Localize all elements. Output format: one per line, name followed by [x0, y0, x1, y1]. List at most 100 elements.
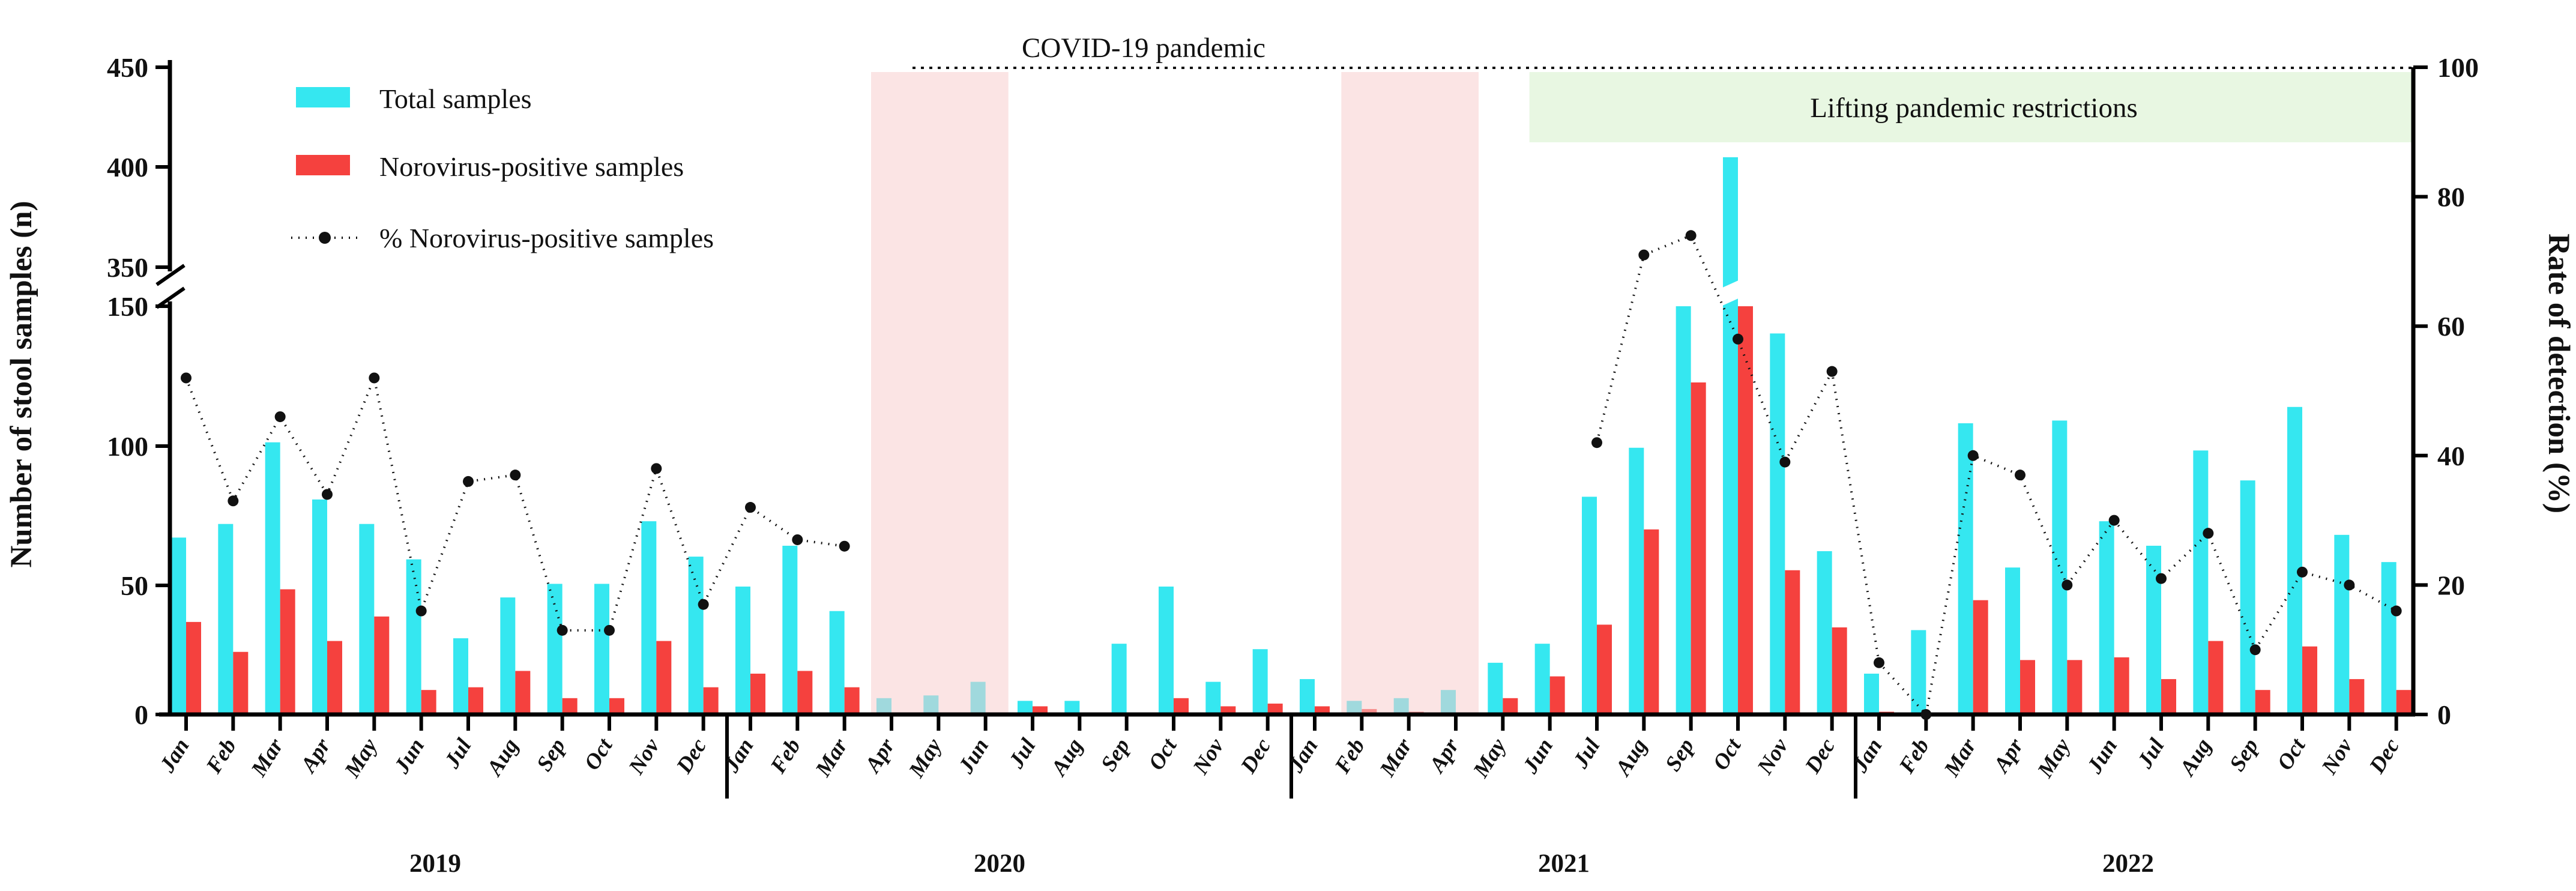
- left-tick-label: 150: [107, 291, 148, 322]
- left-tick-label: 50: [121, 570, 148, 601]
- total-bar: [312, 499, 327, 714]
- total-bar: [1111, 644, 1127, 714]
- legend-total-swatch: [296, 87, 350, 107]
- left-tick-label: 0: [134, 699, 148, 730]
- total-bar: [2099, 521, 2114, 714]
- month-label: Jun: [389, 734, 429, 778]
- month-label: Sep: [2225, 734, 2263, 776]
- percent-dot: [510, 470, 521, 481]
- total-bar: [1958, 423, 1973, 714]
- month-label: Sep: [1096, 734, 1135, 776]
- positive-bar: [750, 674, 765, 714]
- total-bar: [1581, 497, 1597, 714]
- month-label: Jun: [1518, 734, 1558, 778]
- month-label: Dec: [1235, 734, 1276, 778]
- total-bar: [2052, 420, 2068, 714]
- pandemic-pink-band: [1341, 72, 1479, 713]
- year-label: 2021: [1538, 850, 1590, 878]
- month-label: Jun: [2082, 734, 2122, 778]
- month-label: Sep: [1661, 734, 1699, 776]
- month-label: Jul: [2132, 734, 2170, 773]
- percent-dot: [415, 605, 427, 617]
- positive-bar: [233, 651, 249, 714]
- percent-dot: [651, 463, 662, 474]
- month-label: Apr: [1424, 734, 1464, 778]
- month-label: Jul: [1568, 734, 1605, 773]
- positive-bar: [515, 671, 531, 714]
- month-label: Apr: [1988, 734, 2029, 778]
- total-bar: [406, 559, 421, 714]
- month-label: Mar: [1375, 734, 1417, 782]
- month-label: May: [1468, 734, 1512, 783]
- percent-dot: [745, 502, 756, 513]
- percent-dot: [1732, 333, 1743, 345]
- year-label: 2019: [409, 850, 461, 878]
- legend-percent-label: % Norovirus-positive samples: [379, 223, 714, 253]
- lifting-restrictions-annotation: Lifting pandemic restrictions: [1810, 92, 2138, 124]
- percent-dot: [1591, 437, 1602, 449]
- month-label: Jan: [719, 734, 759, 777]
- month-label: Apr: [860, 734, 900, 778]
- total-bar: [2193, 450, 2209, 714]
- total-bar: [500, 597, 516, 714]
- total-bar: [218, 524, 234, 714]
- legend-total-label: Total samples: [379, 83, 532, 114]
- total-bar: [1911, 630, 1926, 714]
- total-bar: [1629, 447, 1644, 714]
- total-bar: [1817, 551, 1832, 714]
- percent-dot: [557, 624, 568, 636]
- right-tick-label: 40: [2437, 441, 2465, 471]
- right-tick-label: 20: [2437, 570, 2465, 600]
- total-bar: [1017, 701, 1033, 714]
- total-bar: [1300, 679, 1315, 714]
- month-label: Nov: [1188, 734, 1229, 779]
- positive-bar: [2396, 690, 2412, 714]
- total-bar: [2004, 567, 2020, 714]
- total-bar: [1064, 701, 1080, 714]
- total-bar: [641, 521, 657, 714]
- total-bar: [829, 611, 845, 714]
- positive-bar: [421, 690, 436, 714]
- positive-bar: [562, 698, 578, 714]
- month-label: Jan: [155, 734, 195, 777]
- positive-bar: [1503, 698, 1518, 714]
- positive-bar: [1832, 627, 1847, 714]
- positive-bar: [2208, 641, 2224, 714]
- bars-layer: [171, 157, 2412, 715]
- total-bar: [1534, 644, 1550, 714]
- positive-bar: [1737, 306, 1753, 714]
- positive-bar: [1973, 600, 1988, 714]
- month-label: Feb: [1894, 734, 1934, 778]
- total-bar: [265, 442, 280, 714]
- percent-dot: [1920, 709, 1932, 720]
- percent-dot: [1685, 230, 1697, 241]
- percent-dot: [1967, 450, 1979, 461]
- total-bar: [359, 524, 375, 714]
- month-label: Feb: [1330, 734, 1370, 778]
- percent-dot: [228, 495, 239, 507]
- total-bar: [453, 638, 468, 714]
- positive-bar: [2067, 660, 2083, 714]
- positive-bar: [280, 589, 295, 714]
- percent-dot: [2014, 470, 2026, 481]
- month-label: Dec: [1800, 734, 1840, 778]
- percent-dot: [2249, 644, 2261, 656]
- left-tick-label: 350: [107, 252, 148, 283]
- percent-dot: [1826, 366, 1838, 377]
- axis-break-slash: [155, 264, 186, 286]
- legend-percent-marker: [291, 232, 359, 244]
- right-tick-label: 100: [2437, 52, 2479, 83]
- percent-dot: [2203, 528, 2214, 539]
- percent-dot: [2062, 579, 2073, 591]
- positive-bar: [1691, 382, 1706, 714]
- percent-dot: [462, 476, 474, 487]
- total-bar: [735, 586, 750, 714]
- month-label: Dec: [671, 734, 711, 778]
- percent-dot: [2155, 573, 2167, 584]
- legend: Total samples Norovirus-positive samples…: [291, 83, 714, 253]
- month-label: Dec: [2364, 734, 2404, 778]
- percent-dot: [2108, 515, 2120, 526]
- percent-dot: [321, 489, 333, 500]
- month-label: Aug: [2174, 734, 2216, 781]
- covid-pandemic-annotation: COVID-19 pandemic: [1022, 32, 1265, 64]
